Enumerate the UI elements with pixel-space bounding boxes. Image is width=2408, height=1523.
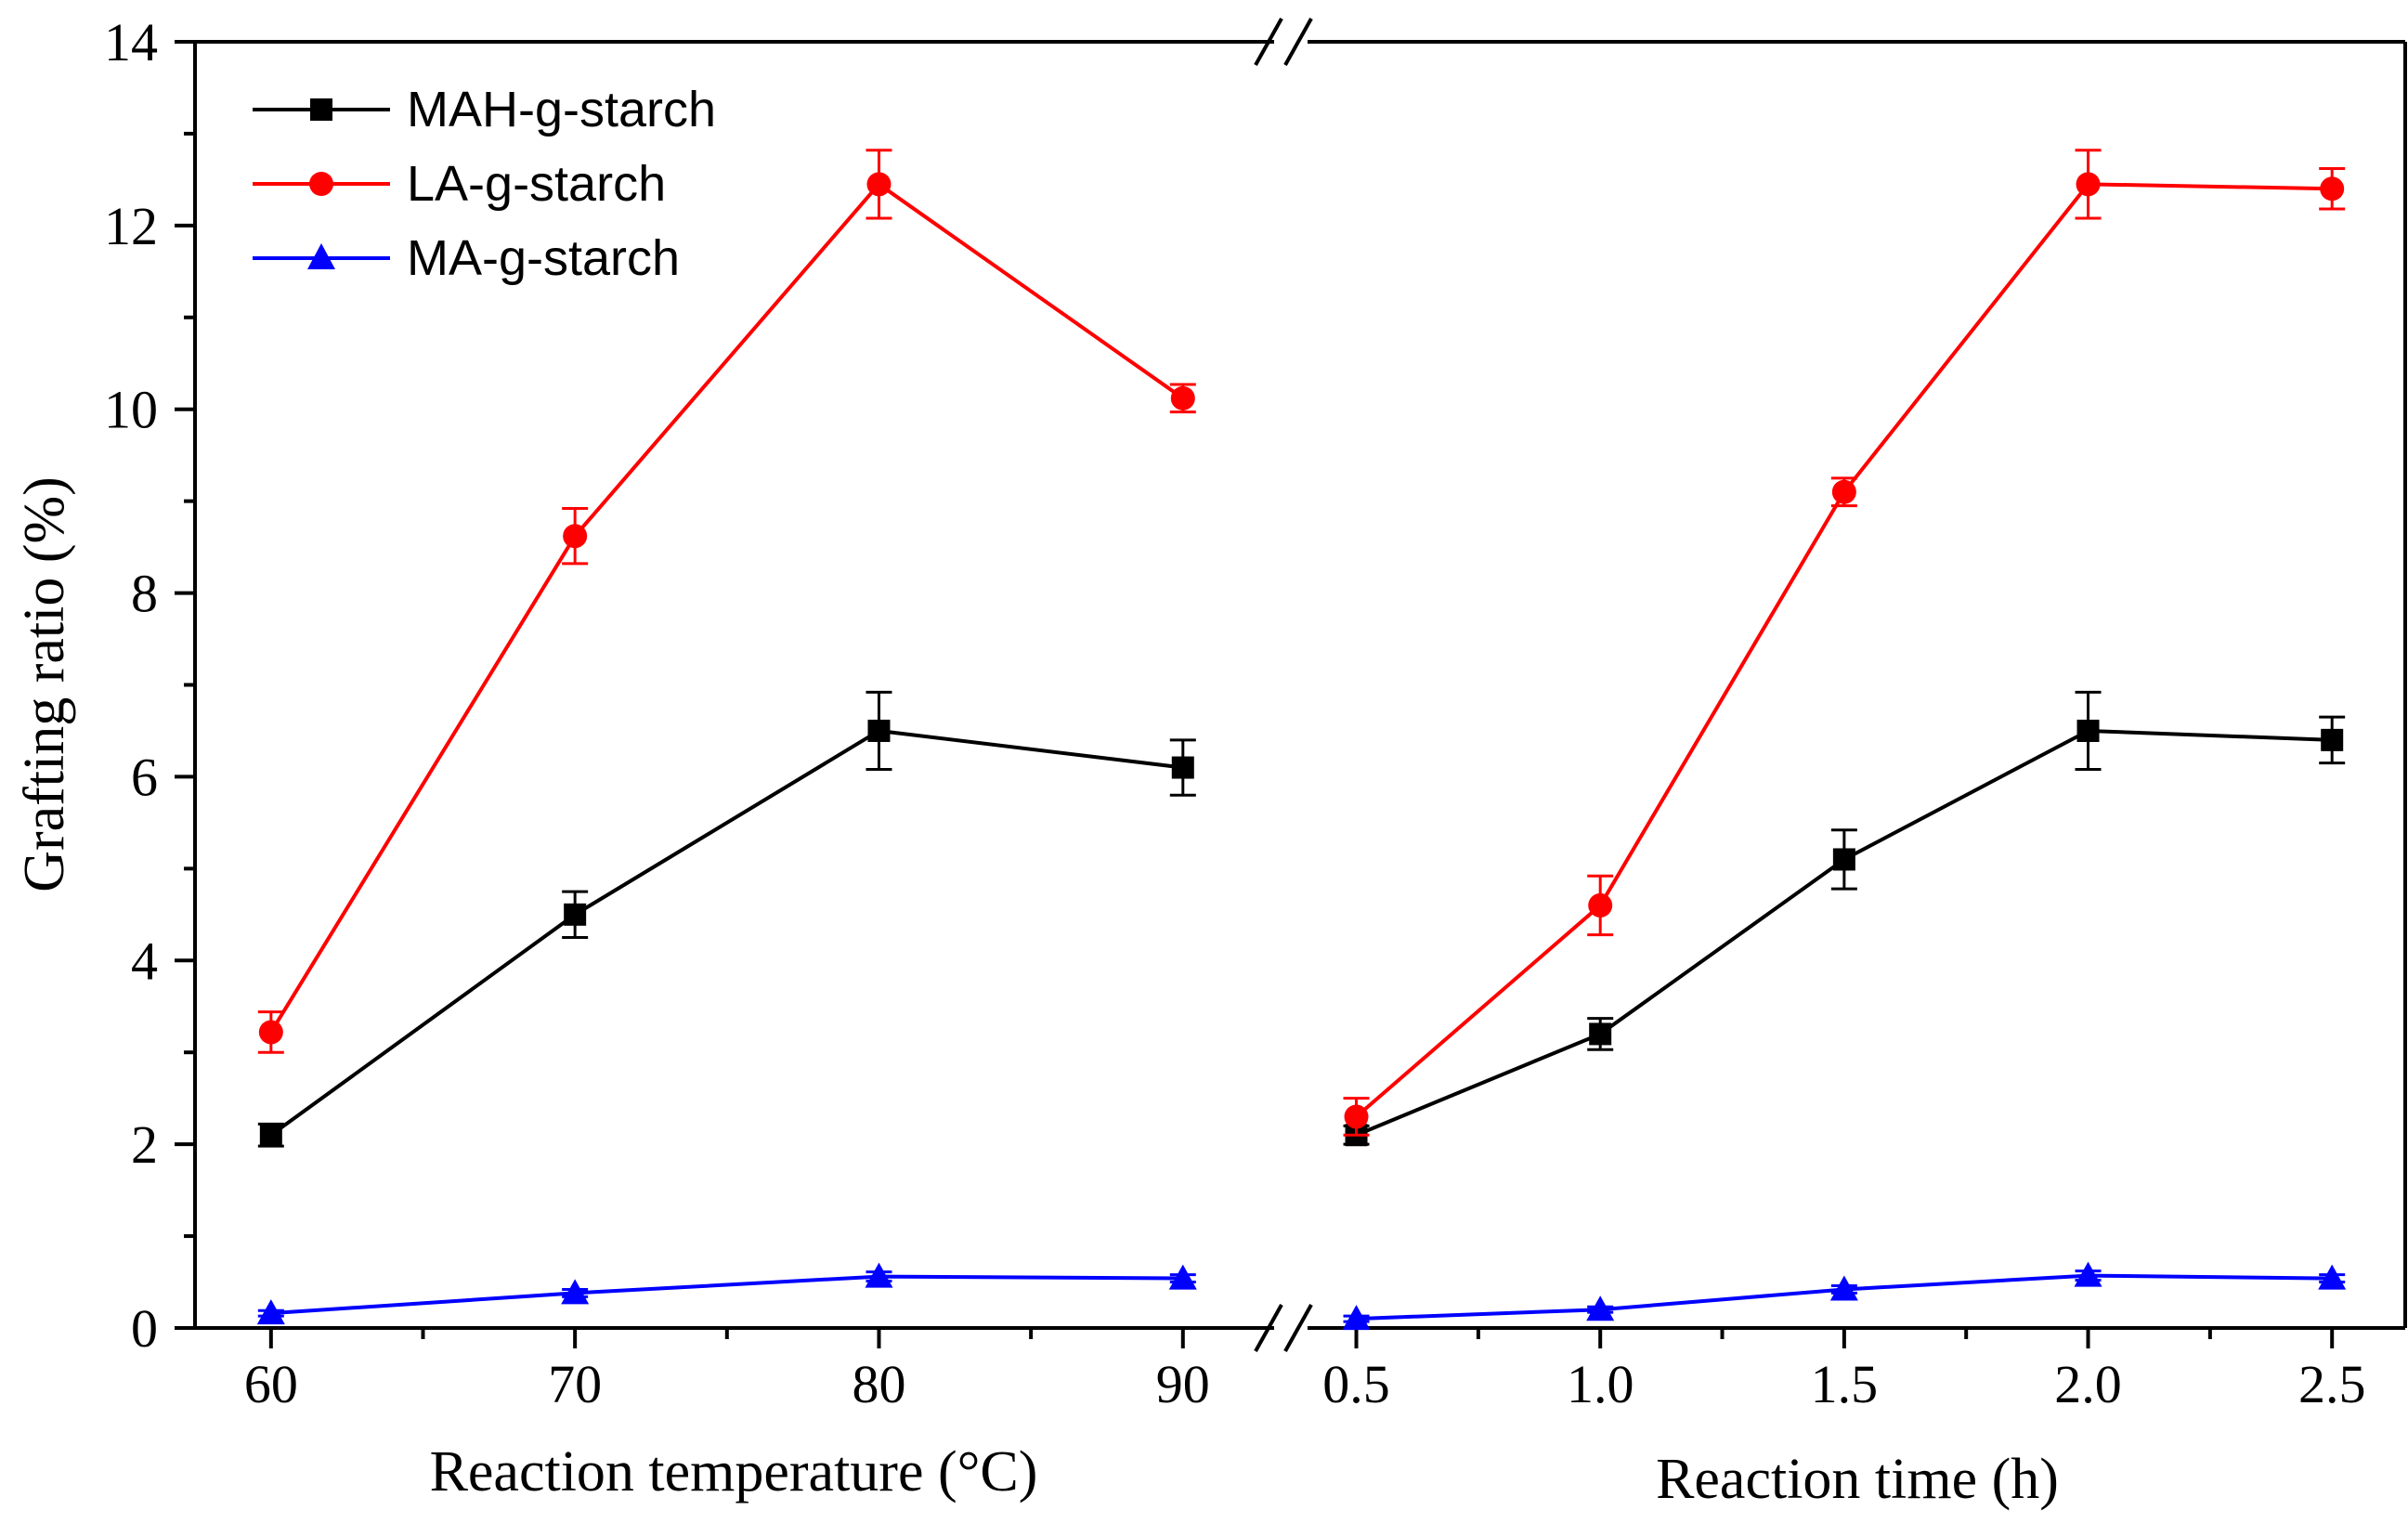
break-mark-top-1 [1254,18,1283,66]
series-p0-mah-g-starch [257,690,1196,1148]
data-point-square [564,903,587,926]
data-point-circle [1344,1104,1369,1129]
x-tick-label-p1-0: 0.5 [1322,1354,1390,1414]
data-point-square [1589,1022,1612,1046]
y-tick-label-4: 8 [131,564,158,624]
data-point-triangle [256,1299,285,1325]
data-point-circle [1170,385,1195,410]
x-tick-label-p0-0: 60 [244,1354,298,1414]
y-tick-label-6: 12 [104,196,158,256]
data-point-triangle [561,1279,590,1305]
x-tick-label-p1-1: 1.0 [1567,1354,1634,1414]
legend-item-mah: MAH-g-starch [253,82,716,137]
series-p0-la-g-starch [257,149,1196,1054]
x-tick-label-p1-3: 2.0 [2054,1354,2122,1414]
data-point-triangle [1342,1305,1371,1331]
data-point-triangle [1168,1264,1197,1290]
series-p1-mah-g-starch [1343,690,2346,1147]
break-mark-bottom-2 [1283,1304,1313,1352]
x-tick-label-p0-1: 70 [548,1354,602,1414]
legend-marker-triangle-icon [307,243,335,269]
series-p1-ma-g-starch [1342,1261,2347,1331]
legend-marker-circle-icon [309,172,333,196]
y-tick-label-3: 6 [131,747,158,807]
series-p0-ma-g-starch [256,1262,1197,1325]
break-mark-bottom-1 [1254,1304,1283,1352]
y-tick-label-2: 4 [131,931,158,991]
data-point-circle [258,1020,283,1045]
y-axis-ticks: 0 2 4 6 8 10 12 14 [104,12,195,1359]
legend-marker-square-icon [310,98,332,121]
data-point-square [1171,756,1194,779]
series-p1-la-g-starch [1343,149,2346,1137]
data-point-square [2076,719,2100,742]
series-layer [256,149,2347,1331]
x-tick-label-p1-4: 2.5 [2298,1354,2366,1414]
legend-item-ma: MA-g-starch [253,230,680,286]
series-line [1355,182,2333,1118]
data-point-triangle [1829,1275,1858,1301]
data-point-circle [1588,892,1613,918]
plot-frame [193,40,2407,1330]
data-point-circle [1831,479,1856,504]
legend-label-ma: MA-g-starch [407,230,680,286]
data-point-square [1832,848,1855,871]
break-mark-top-2 [1283,18,1313,66]
data-point-circle [563,524,588,549]
series-line [1355,728,2333,1138]
data-point-triangle [2318,1264,2347,1290]
series-line [270,1274,1183,1316]
y-tick-label-7: 14 [104,12,158,72]
y-tick-label-1: 2 [131,1114,158,1175]
y-tick-label-5: 10 [104,380,158,440]
axis-break-marks [1254,18,1313,1352]
legend-label-mah: MAH-g-starch [407,82,716,137]
data-point-square [259,1124,282,1147]
data-point-triangle [1586,1295,1615,1321]
legend-item-la: LA-g-starch [253,156,666,212]
x-tick-label-p0-2: 80 [852,1354,905,1414]
data-point-triangle [2074,1261,2102,1287]
data-point-circle [2320,176,2345,202]
data-point-circle [2076,172,2101,197]
x-axis-title-left: Reaction temperature (°C) [430,1440,1038,1503]
series-line [269,728,1184,1137]
series-line [269,181,1184,1034]
x-axis-ticks: 60 70 80 90 0.5 1.0 1.5 2.0 2.5 [244,1328,2366,1414]
legend-label-la: LA-g-starch [407,156,666,212]
y-tick-label-0: 0 [131,1298,158,1359]
data-point-triangle [865,1262,893,1288]
data-point-square [2321,728,2344,751]
x-tick-label-p0-3: 90 [1156,1354,1210,1414]
x-axis-title-right: Reaction time (h) [1656,1448,2059,1511]
legend: MAH-g-starch LA-g-starch MA-g-starch [253,82,716,286]
data-point-circle [866,172,892,197]
x-tick-label-p1-2: 1.5 [1811,1354,1879,1414]
data-point-square [867,719,891,742]
y-axis-title: Grafting ratio (%) [13,476,76,892]
